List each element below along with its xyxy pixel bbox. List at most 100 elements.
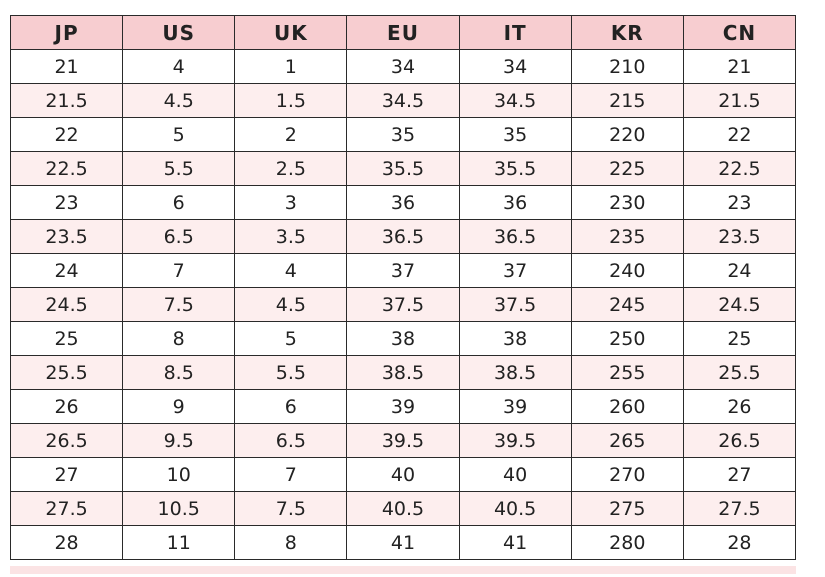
table-row: 24 7 4 37 37 240 24 — [9, 253, 797, 288]
column-header-cn: CN — [682, 15, 797, 50]
cell-cn: 27.5 — [682, 491, 797, 526]
cell-us: 6 — [122, 185, 236, 220]
cell-it: 38.5 — [458, 355, 572, 390]
cell-cn: 23.5 — [682, 219, 797, 254]
column-header-it: IT — [458, 15, 572, 50]
cell-jp: 26 — [9, 389, 124, 424]
cell-eu: 37.5 — [346, 287, 460, 322]
cell-jp: 21.5 — [9, 83, 124, 118]
cell-kr: 245 — [570, 287, 684, 322]
cell-it: 34.5 — [458, 83, 572, 118]
cell-us: 8 — [122, 321, 236, 356]
cell-it: 38 — [458, 321, 572, 356]
cell-us: 9 — [122, 389, 236, 424]
cell-it: 39.5 — [458, 423, 572, 458]
cell-kr: 230 — [570, 185, 684, 220]
cell-uk: 6 — [234, 389, 348, 424]
cell-eu: 41 — [346, 525, 460, 560]
cell-eu: 34 — [346, 49, 460, 84]
cell-it: 39 — [458, 389, 572, 424]
cell-kr: 255 — [570, 355, 684, 390]
cell-uk: 3 — [234, 185, 348, 220]
cell-us: 10.5 — [122, 491, 236, 526]
cell-jp: 24 — [9, 253, 124, 288]
cell-cn: 24.5 — [682, 287, 797, 322]
table-row: 21 4 1 34 34 210 21 — [9, 49, 797, 84]
cell-uk: 7 — [234, 457, 348, 492]
cell-eu: 40 — [346, 457, 460, 492]
cell-cn: 27 — [682, 457, 797, 492]
cell-uk: 8 — [234, 525, 348, 560]
table-row: 24.5 7.5 4.5 37.5 37.5 245 24.5 — [9, 287, 797, 322]
cell-eu: 39.5 — [346, 423, 460, 458]
cell-jp: 24.5 — [9, 287, 124, 322]
cell-it: 36 — [458, 185, 572, 220]
cell-it: 37 — [458, 253, 572, 288]
cell-it: 41 — [458, 525, 572, 560]
cell-us: 8.5 — [122, 355, 236, 390]
cell-kr: 280 — [570, 525, 684, 560]
cell-eu: 40.5 — [346, 491, 460, 526]
cell-it: 35.5 — [458, 151, 572, 186]
cell-us: 5.5 — [122, 151, 236, 186]
cell-kr: 215 — [570, 83, 684, 118]
cell-it: 34 — [458, 49, 572, 84]
cell-jp: 23.5 — [9, 219, 124, 254]
cell-kr: 240 — [570, 253, 684, 288]
column-header-eu: EU — [346, 15, 460, 50]
cell-uk: 4 — [234, 253, 348, 288]
cell-jp: 27 — [9, 457, 124, 492]
cell-jp: 22 — [9, 117, 124, 152]
cell-jp: 25 — [9, 321, 124, 356]
cell-uk: 1.5 — [234, 83, 348, 118]
table-row: 27 10 7 40 40 270 27 — [9, 457, 797, 492]
cell-it: 35 — [458, 117, 572, 152]
table-row: 23.5 6.5 3.5 36.5 36.5 235 23.5 — [9, 219, 797, 254]
column-header-uk: UK — [234, 15, 348, 50]
column-header-kr: KR — [570, 15, 684, 50]
bottom-band — [10, 566, 796, 574]
cell-it: 37.5 — [458, 287, 572, 322]
cell-jp: 22.5 — [9, 151, 124, 186]
cell-cn: 25.5 — [682, 355, 797, 390]
cell-cn: 24 — [682, 253, 797, 288]
table-row: 26.5 9.5 6.5 39.5 39.5 265 26.5 — [9, 423, 797, 458]
cell-jp: 25.5 — [9, 355, 124, 390]
cell-kr: 235 — [570, 219, 684, 254]
cell-eu: 34.5 — [346, 83, 460, 118]
table-row: 25.5 8.5 5.5 38.5 38.5 255 25.5 — [9, 355, 797, 390]
cell-cn: 21 — [682, 49, 797, 84]
cell-eu: 35 — [346, 117, 460, 152]
cell-cn: 28 — [682, 525, 797, 560]
cell-kr: 265 — [570, 423, 684, 458]
cell-uk: 5.5 — [234, 355, 348, 390]
cell-jp: 26.5 — [9, 423, 124, 458]
cell-eu: 38 — [346, 321, 460, 356]
cell-uk: 2 — [234, 117, 348, 152]
cell-uk: 4.5 — [234, 287, 348, 322]
cell-eu: 36 — [346, 185, 460, 220]
cell-kr: 225 — [570, 151, 684, 186]
cell-uk: 3.5 — [234, 219, 348, 254]
cell-cn: 26 — [682, 389, 797, 424]
cell-kr: 275 — [570, 491, 684, 526]
cell-uk: 5 — [234, 321, 348, 356]
table-row: 27.5 10.5 7.5 40.5 40.5 275 27.5 — [9, 491, 797, 526]
table-row: 21.5 4.5 1.5 34.5 34.5 215 21.5 — [9, 83, 797, 118]
cell-jp: 21 — [9, 49, 124, 84]
table-row: 22 5 2 35 35 220 22 — [9, 117, 797, 152]
cell-jp: 28 — [9, 525, 124, 560]
cell-us: 6.5 — [122, 219, 236, 254]
cell-us: 4.5 — [122, 83, 236, 118]
cell-us: 7.5 — [122, 287, 236, 322]
cell-kr: 250 — [570, 321, 684, 356]
cell-jp: 27.5 — [9, 491, 124, 526]
column-header-jp: JP — [9, 15, 124, 50]
table-row: 23 6 3 36 36 230 23 — [9, 185, 797, 220]
cell-it: 36.5 — [458, 219, 572, 254]
cell-eu: 39 — [346, 389, 460, 424]
size-conversion-table: JP US UK EU IT KR CN 21 4 1 34 34 210 21 21.5 4.… — [9, 15, 797, 560]
table-row: 28 11 8 41 41 280 28 — [9, 525, 797, 560]
cell-cn: 21.5 — [682, 83, 797, 118]
